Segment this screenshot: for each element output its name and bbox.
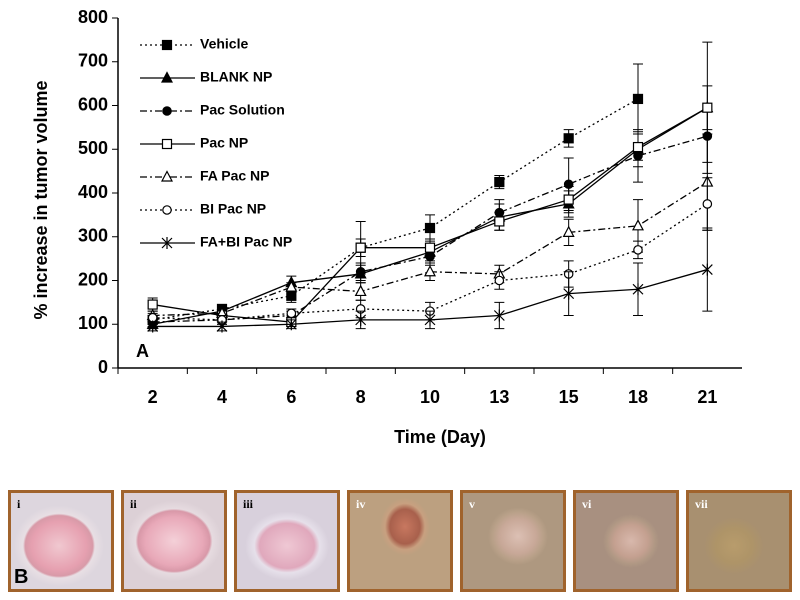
y-tick-label: 300 xyxy=(78,226,108,246)
marker xyxy=(493,309,505,322)
x-tick-label: 13 xyxy=(489,387,509,407)
tumor-photo: iv xyxy=(347,490,453,592)
marker xyxy=(632,283,644,296)
legend-label: Pac NP xyxy=(200,135,248,151)
marker xyxy=(494,216,505,227)
marker xyxy=(632,219,644,231)
marker xyxy=(424,222,436,234)
panel-label: A xyxy=(136,341,149,361)
marker xyxy=(494,275,505,286)
tumor-photo: vi xyxy=(573,490,679,592)
y-tick-label: 200 xyxy=(78,269,108,289)
chart: Time (Day) % increase in tumor volume A … xyxy=(31,7,742,447)
tumor-photo: vii xyxy=(686,490,792,592)
tumor-photo: iii xyxy=(234,490,340,592)
marker xyxy=(285,318,297,331)
marker xyxy=(355,313,367,326)
marker xyxy=(632,141,644,153)
marker xyxy=(633,245,643,255)
marker xyxy=(286,290,297,301)
photo-label: iv xyxy=(356,497,366,511)
legend-label: FA Pac NP xyxy=(200,168,270,184)
marker xyxy=(562,225,575,237)
marker xyxy=(702,102,713,113)
marker xyxy=(286,308,297,319)
y-tick-label: 700 xyxy=(78,51,108,71)
marker xyxy=(161,170,173,182)
marker xyxy=(285,280,298,292)
x-tick-label: 15 xyxy=(559,387,579,407)
photo-label: v xyxy=(469,497,475,511)
marker xyxy=(161,71,173,83)
marker xyxy=(216,320,228,333)
x-tick-label: 4 xyxy=(217,387,227,407)
x-tick-label: 18 xyxy=(628,387,648,407)
marker xyxy=(632,93,644,105)
legend-label: BI Pac NP xyxy=(200,201,266,217)
legend-label: Vehicle xyxy=(200,36,248,52)
x-tick-label: 6 xyxy=(286,387,296,407)
tumor-photo: ii xyxy=(121,490,227,592)
y-axis-label: % increase in tumor volume xyxy=(31,80,51,319)
marker xyxy=(355,242,366,253)
marker xyxy=(161,138,173,150)
y-tick-label: 400 xyxy=(78,182,108,202)
photo-label: i xyxy=(17,497,21,511)
y-tick-label: 500 xyxy=(78,138,108,158)
x-tick-label: 21 xyxy=(697,387,717,407)
y-tick-label: 600 xyxy=(78,94,108,114)
photo-label: ii xyxy=(130,497,137,511)
marker xyxy=(424,242,436,253)
marker xyxy=(161,237,173,249)
marker xyxy=(563,194,574,205)
panel-label: B xyxy=(14,566,29,588)
marker xyxy=(162,106,172,116)
photo-label: iii xyxy=(243,497,254,511)
marker xyxy=(494,176,505,188)
marker xyxy=(701,263,713,276)
marker xyxy=(162,205,172,215)
photo-label: vi xyxy=(582,497,592,511)
marker xyxy=(702,199,713,209)
tumor-photo: i xyxy=(8,490,114,592)
marker xyxy=(355,266,366,277)
marker xyxy=(147,320,159,333)
x-tick-label: 8 xyxy=(356,387,366,407)
x-tick-label: 2 xyxy=(148,387,158,407)
marker xyxy=(161,39,173,51)
legend-label: FA+BI Pac NP xyxy=(200,234,292,250)
marker xyxy=(354,284,367,297)
marker xyxy=(563,133,574,144)
marker xyxy=(147,299,158,310)
tumor-photo: v xyxy=(460,490,566,592)
x-axis-label: Time (Day) xyxy=(394,427,486,447)
legend-label: Pac Solution xyxy=(200,102,285,118)
marker xyxy=(424,313,436,326)
y-tick-label: 100 xyxy=(78,313,108,333)
y-tick-label: 0 xyxy=(98,357,108,377)
photo-label: vii xyxy=(695,497,708,511)
marker xyxy=(563,287,575,300)
legend-label: BLANK NP xyxy=(200,69,272,85)
marker xyxy=(424,264,436,277)
x-tick-label: 10 xyxy=(420,387,440,407)
y-tick-label: 800 xyxy=(78,7,108,27)
